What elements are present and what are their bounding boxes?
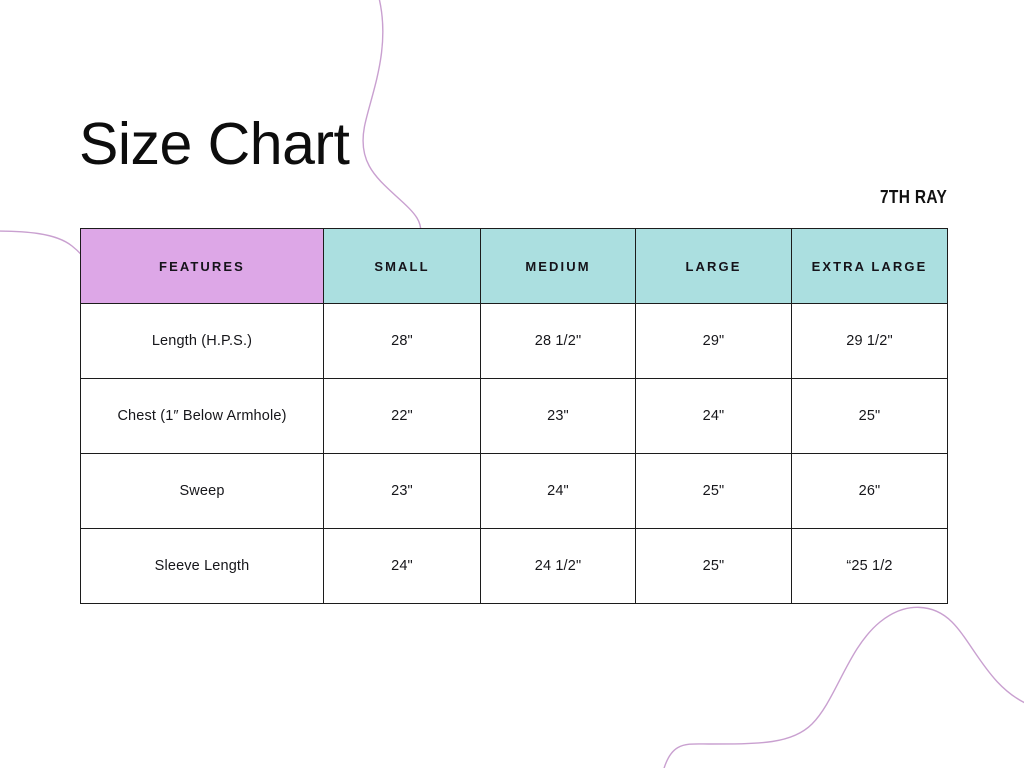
size-chart-table: FEATURES SMALL MEDIUM LARGE EXTRA LARGE … — [80, 228, 948, 604]
table-row: Chest (1″ Below Armhole) 22" 23" 24" 25" — [80, 378, 948, 454]
cell-small: 23" — [323, 453, 481, 529]
size-chart-container: FEATURES SMALL MEDIUM LARGE EXTRA LARGE … — [80, 228, 948, 604]
column-header-medium: MEDIUM — [480, 228, 636, 304]
table-row: Length (H.P.S.) 28" 28 1/2" 29" 29 1/2" — [80, 303, 948, 379]
cell-feature: Length (H.P.S.) — [80, 303, 324, 379]
cell-medium: 24 1/2" — [480, 528, 636, 604]
cell-small: 24" — [323, 528, 481, 604]
cell-feature: Sweep — [80, 453, 324, 529]
cell-medium: 28 1/2" — [480, 303, 636, 379]
column-header-small: SMALL — [323, 228, 481, 304]
cell-feature: Chest (1″ Below Armhole) — [80, 378, 324, 454]
squiggle-top-center-path — [362, 0, 422, 241]
table-header: FEATURES SMALL MEDIUM LARGE EXTRA LARGE — [80, 228, 948, 304]
table-row: Sleeve Length 24" 24 1/2" 25" “25 1/2 — [80, 528, 948, 604]
table-body: Length (H.P.S.) 28" 28 1/2" 29" 29 1/2" … — [80, 303, 948, 604]
column-header-extra-large: EXTRA LARGE — [791, 228, 948, 304]
cell-small: 22" — [323, 378, 481, 454]
page-title: Size Chart — [79, 111, 350, 177]
table-header-row: FEATURES SMALL MEDIUM LARGE EXTRA LARGE — [80, 228, 948, 304]
table-row: Sweep 23" 24" 25" 26" — [80, 453, 948, 529]
cell-medium: 23" — [480, 378, 636, 454]
cell-feature: Sleeve Length — [80, 528, 324, 604]
cell-large: 24" — [635, 378, 792, 454]
squiggle-bottom-right-path — [663, 606, 1024, 768]
cell-xlarge: 29 1/2" — [791, 303, 948, 379]
cell-xlarge: “25 1/2 — [791, 528, 948, 604]
cell-medium: 24" — [480, 453, 636, 529]
cell-large: 29" — [635, 303, 792, 379]
cell-large: 25" — [635, 528, 792, 604]
cell-large: 25" — [635, 453, 792, 529]
cell-small: 28" — [323, 303, 481, 379]
column-header-large: LARGE — [635, 228, 792, 304]
column-header-features: FEATURES — [80, 228, 324, 304]
cell-xlarge: 25" — [791, 378, 948, 454]
cell-xlarge: 26" — [791, 453, 948, 529]
brand-wordmark: 7TH RAY — [879, 187, 947, 207]
